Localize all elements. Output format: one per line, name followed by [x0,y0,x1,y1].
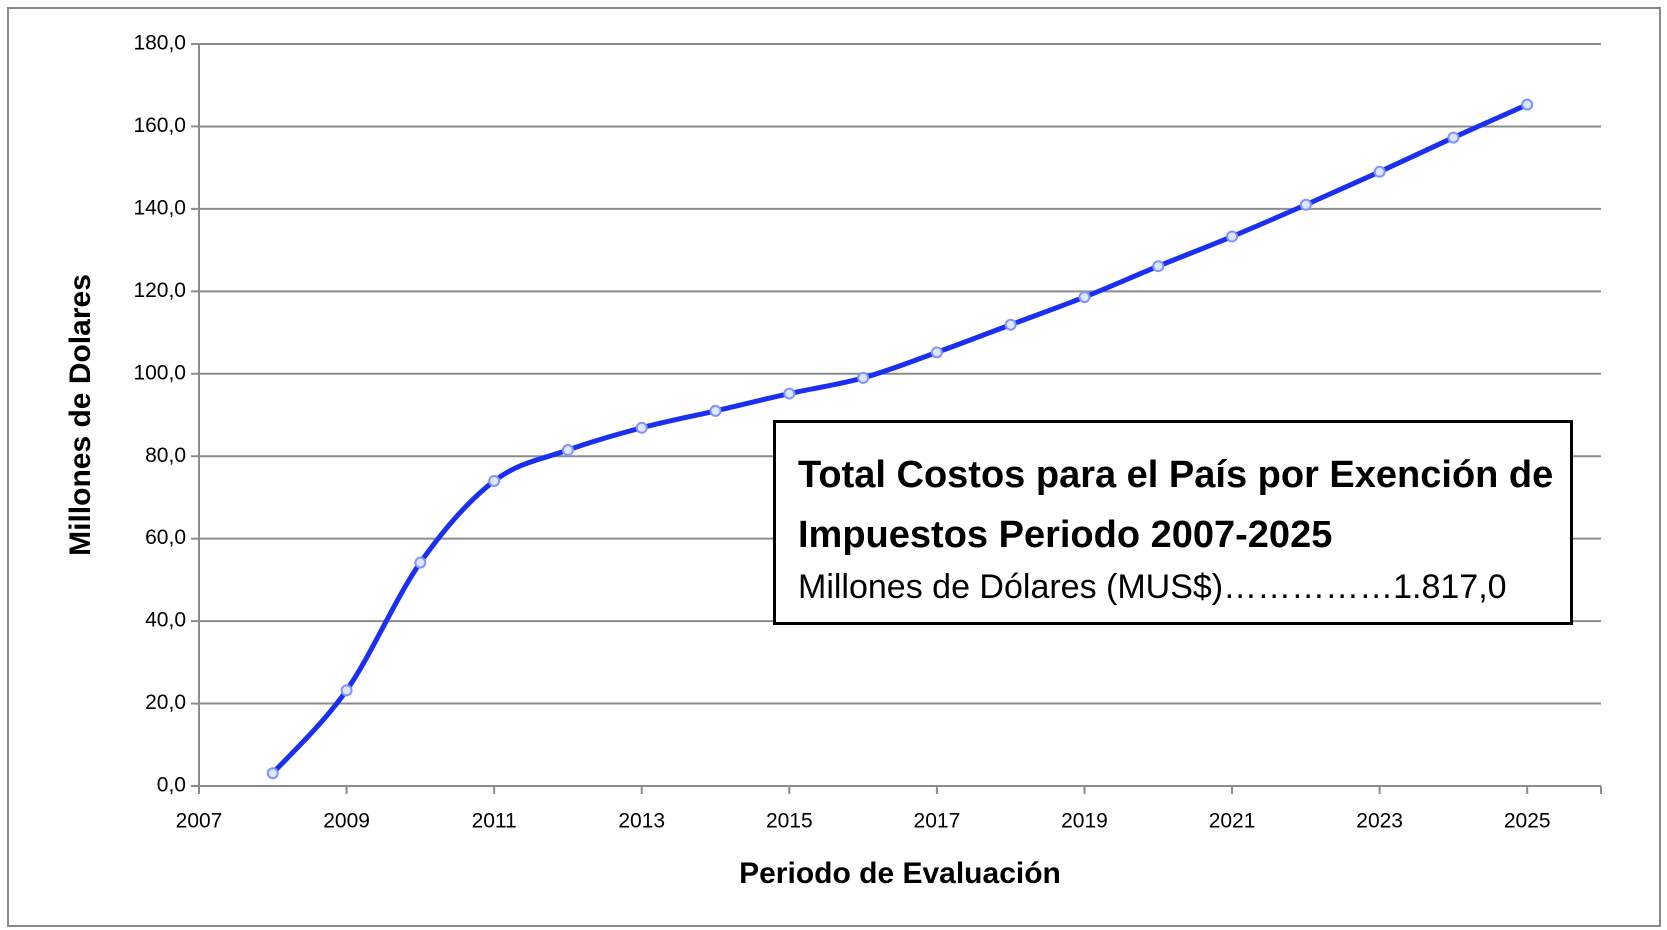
marks [266,98,1534,780]
data-point [561,444,574,457]
y-tick-label: 180,0 [133,32,186,55]
y-tick-label: 140,0 [133,196,186,219]
y-tick-label: 60,0 [145,526,186,549]
data-point [340,684,353,697]
x-tick-label: 2015 [766,810,813,833]
x-tick-label: 2011 [472,810,517,833]
y-tick-label: 0,0 [157,774,186,797]
data-point [1152,260,1165,273]
y-tick-label: 20,0 [145,691,186,714]
data-point [857,371,870,384]
annotation-text: Millones de Dólares (MUS$)……………1.817,0 [798,568,1507,606]
chart-border [7,7,1661,927]
y-tick-label: 160,0 [133,114,186,137]
x-tick-label: 2009 [323,810,370,833]
x-tick-label: 2025 [1504,810,1551,833]
data-point [1373,165,1386,178]
x-tick-label: 2019 [1061,810,1108,833]
axes: 0,0 20,0 40,0 60,0 80,0 100,0 120,0 140,0 160,0 1… [133,32,1602,833]
data-point [1299,198,1312,211]
y-axis-title: Millones de Dolares [64,274,97,556]
data-point [1078,291,1091,304]
y-tick-label: 80,0 [145,444,186,467]
y-tick-label: 40,0 [145,609,186,632]
x-tick-label: 2007 [176,810,223,833]
data-point [1004,318,1017,331]
y-tick-label: 120,0 [133,279,186,302]
data-point [414,556,427,569]
data-point [1447,131,1460,144]
data-point [1226,230,1239,243]
x-tick-label: 2021 [1209,810,1256,833]
annotation-box: Total Costos para el País por Exención d… [773,420,1573,625]
x-tick-label: 2013 [618,810,665,833]
data-point [1521,98,1534,111]
data-point [709,404,722,417]
data-point [783,387,796,400]
x-tick-label: 2023 [1356,810,1403,833]
y-tick-label: 100,0 [133,361,186,384]
x-axis-title: Periodo de Evaluación [739,857,1061,890]
data-point [488,474,501,487]
annotation-title: Total Costos para el País por Exención d… [798,454,1554,556]
data-point [635,421,648,434]
x-tick-label: 2017 [914,810,961,833]
data-point [930,346,943,359]
data-point [266,767,279,780]
